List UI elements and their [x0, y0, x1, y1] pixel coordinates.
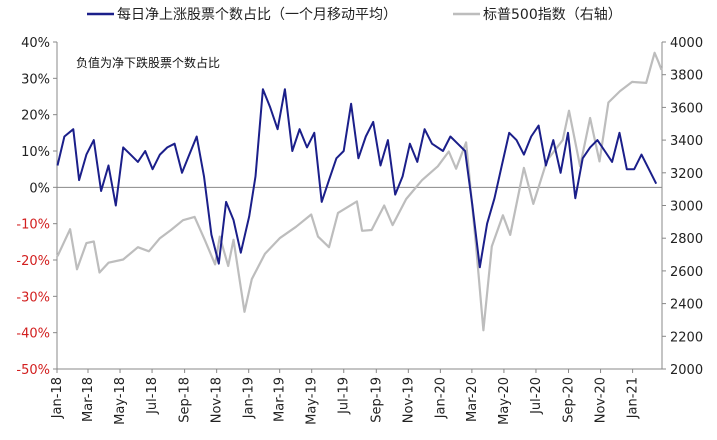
- x-tick-label: Jul-18: [145, 377, 160, 415]
- x-tick-label: Jan-20: [433, 377, 448, 419]
- x-tick-label: Mar-18: [81, 377, 96, 422]
- y-right-tick-label: 2600: [670, 265, 703, 280]
- y-right-tick-label: 3600: [670, 101, 703, 116]
- y-left-tick-label: 40%: [21, 36, 50, 51]
- y-right-tick-label: 3800: [670, 69, 703, 84]
- y-right-tick-label: 3000: [670, 200, 703, 215]
- x-tick-label: May-18: [113, 377, 128, 425]
- x-tick-label: Jan-19: [242, 377, 257, 419]
- y-left-tick-label: 10%: [21, 145, 50, 160]
- x-tick-label: Jul-20: [529, 377, 544, 415]
- x-tick-label: Nov-18: [210, 377, 225, 423]
- y-left-tick-label: -30%: [16, 290, 50, 305]
- chart-note: 负值为净下跌股票个数占比: [76, 55, 220, 70]
- legend-label-net-advance: 每日净上涨股票个数占比（一个月移动平均）: [117, 7, 397, 23]
- x-tick-label: May-19: [305, 377, 320, 425]
- y-right-tick-label: 2800: [670, 232, 703, 247]
- y-left-tick-label: -50%: [16, 363, 50, 378]
- x-tick-label: Mar-19: [273, 377, 288, 422]
- x-tick-label: Sep-19: [369, 377, 384, 423]
- series-line-net-advance: [56, 88, 658, 269]
- x-tick-label: Sep-18: [178, 377, 193, 423]
- x-tick-label: Jul-19: [337, 377, 352, 415]
- y-right-tick-label: 4000: [670, 36, 703, 51]
- plot-lines: [56, 51, 663, 332]
- legend-label-sp500: 标普500指数（右轴）: [483, 7, 622, 23]
- y-left-tick-label: -40%: [16, 327, 50, 342]
- axes: -50% -40% -30% -20% -10% 0% 10% 20% 30% 40% 2000 22…: [16, 36, 703, 425]
- y-left-tick-label: -20%: [16, 254, 50, 269]
- legend: 每日净上涨股票个数占比（一个月移动平均） 标普500指数（右轴）: [87, 7, 622, 23]
- x-tick-label: Jan-21: [626, 377, 641, 419]
- y-right-tick-label: 2400: [670, 298, 703, 313]
- x-tick-label: Mar-20: [465, 377, 480, 422]
- y-right-tick-label: 3400: [670, 134, 703, 149]
- y-left-tick-label: 20%: [21, 109, 50, 124]
- x-tick-label: Nov-19: [401, 377, 416, 423]
- y-right-tick-label: 2200: [670, 330, 703, 345]
- y-left-tick-label: 30%: [21, 72, 50, 87]
- y-right-tick-label: 2000: [670, 363, 703, 378]
- x-tick-label: Jan-18: [50, 377, 65, 419]
- x-tick-label: May-20: [497, 377, 512, 425]
- x-tick-label: Sep-20: [562, 377, 577, 423]
- x-tick-label: Nov-20: [594, 377, 609, 423]
- y-left-tick-label: 0%: [29, 181, 50, 196]
- y-right-tick-label: 3200: [670, 167, 703, 182]
- series-line-sp500: [56, 51, 663, 332]
- y-left-tick-label: -10%: [16, 218, 50, 233]
